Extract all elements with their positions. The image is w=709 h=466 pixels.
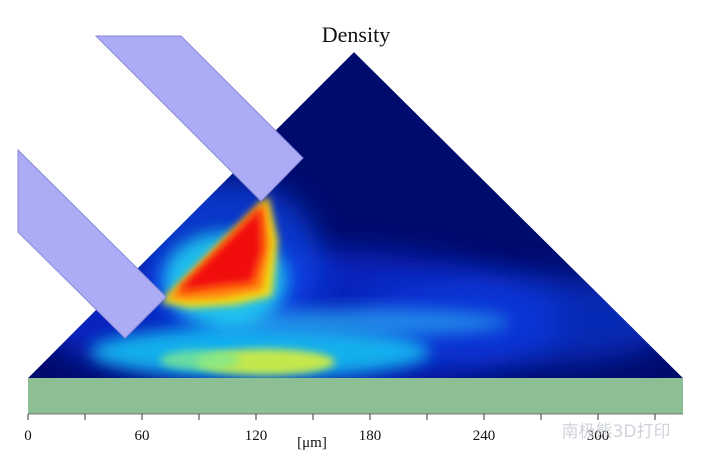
density-wedge <box>160 196 278 308</box>
x-tick-label: 120 <box>245 428 268 444</box>
density-zone-bottom-green <box>160 350 240 370</box>
substrate-plate <box>28 378 683 414</box>
x-axis-unit-label: [μm] <box>297 435 327 451</box>
density-field <box>28 52 683 378</box>
nozzle-wall-upper <box>94 35 304 202</box>
x-tick-label: 180 <box>359 428 382 444</box>
wedge-red <box>178 208 262 290</box>
x-tick-label: 300 <box>587 428 610 444</box>
x-axis: 0 60 120 180 240 300 <box>24 413 683 444</box>
watermark: 南极熊3D打印 <box>562 422 671 442</box>
density-zone-cyan-arc <box>210 308 510 336</box>
density-zone-low-right <box>360 275 680 365</box>
chart-title: Density <box>322 22 390 47</box>
nozzle-wall-lower <box>17 148 167 339</box>
x-tick-label: 60 <box>135 428 150 444</box>
x-tick-label: 240 <box>473 428 496 444</box>
x-tick-label: 0 <box>24 428 32 444</box>
